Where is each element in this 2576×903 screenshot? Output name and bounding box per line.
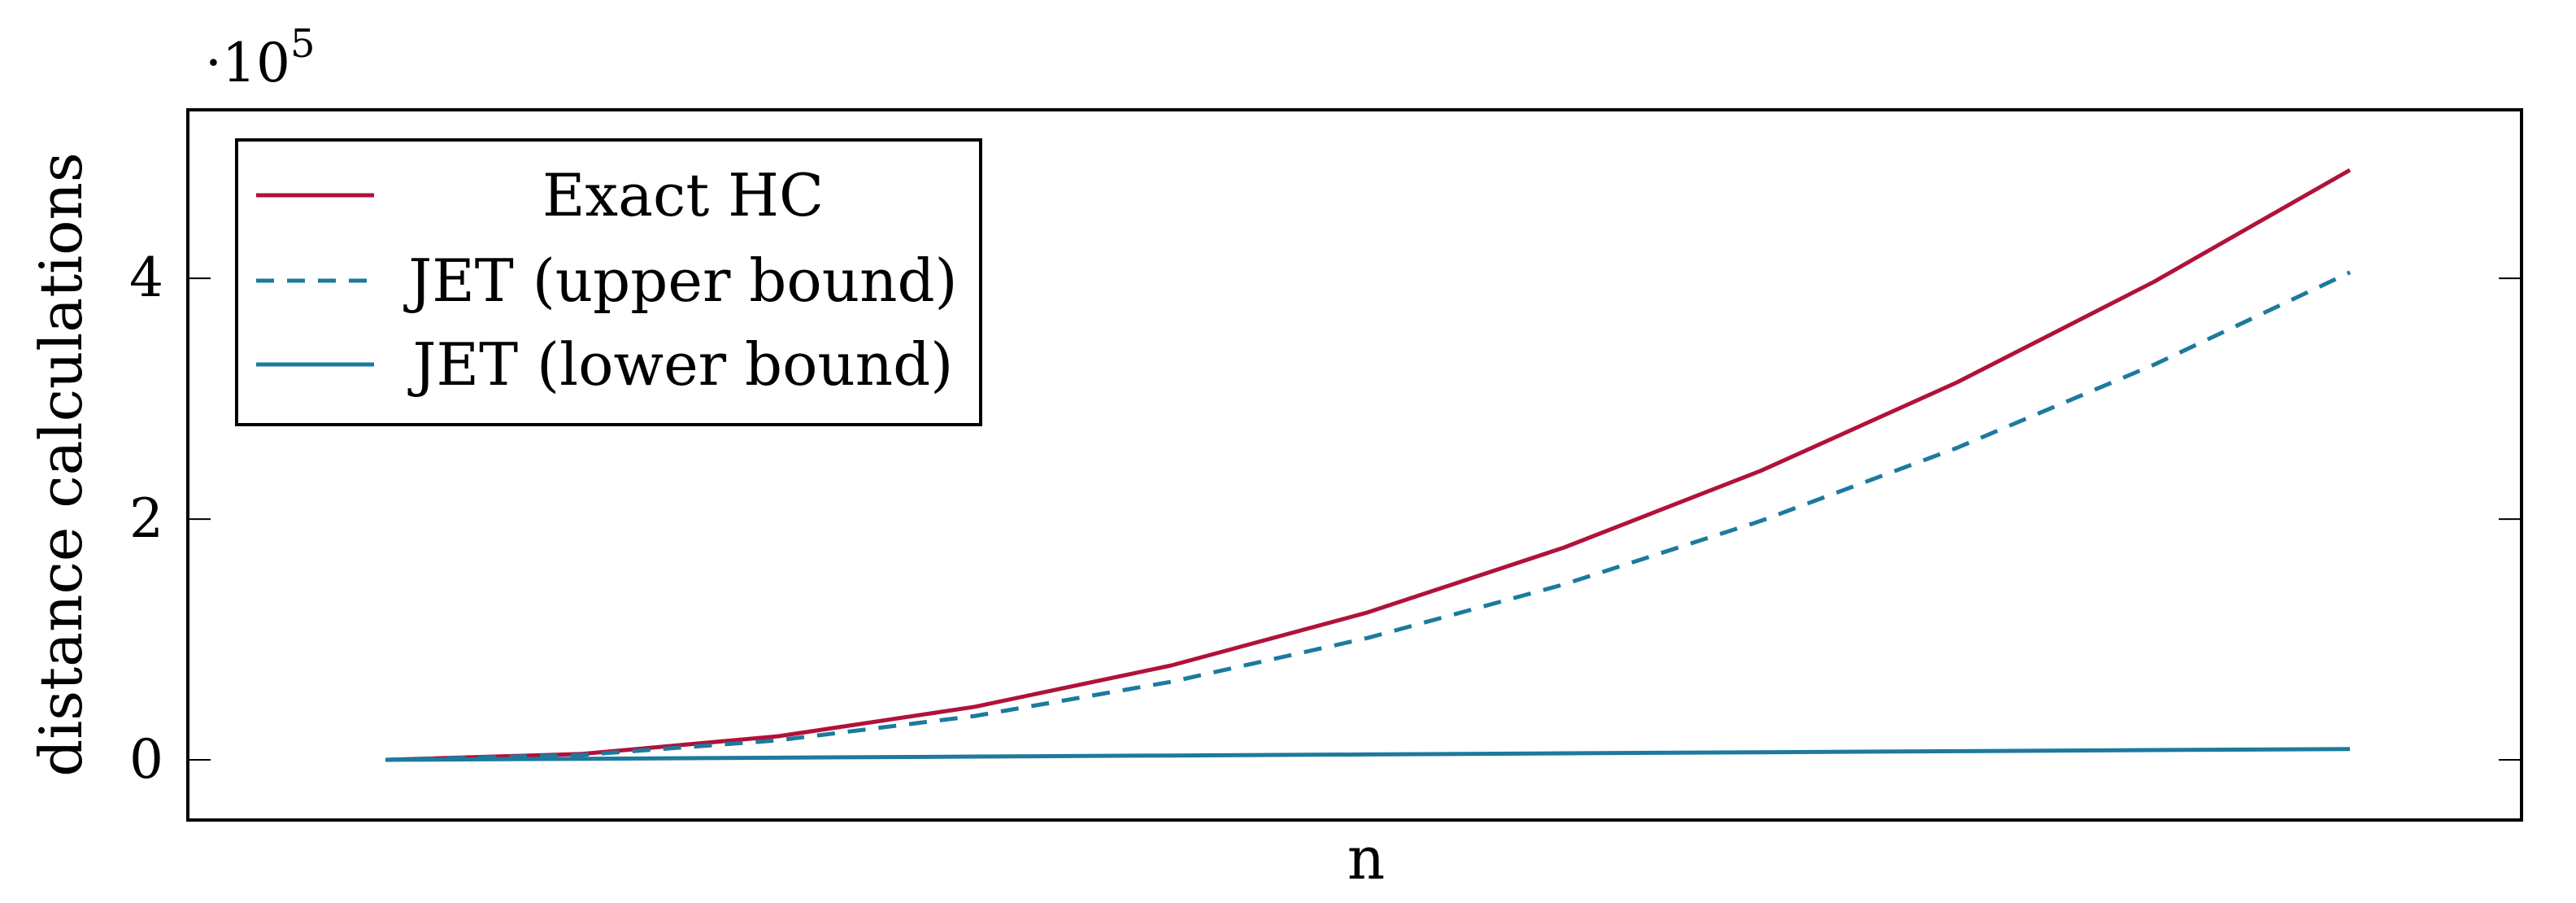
series-line-1 [385, 168, 2352, 762]
legend: Exact HC JET (upper bound) JET (lower boun… [235, 138, 982, 426]
legend-label: JET (upper bound) [402, 246, 957, 315]
y-tick-labels: 0 2 4 [129, 246, 163, 791]
legend-items: Exact HC JET (upper bound) JET (lower boun… [256, 161, 958, 399]
y-scale-factor: ·105 [205, 21, 315, 94]
x-axis-label: n [1347, 824, 1385, 892]
plot-frame [186, 108, 2523, 822]
y-ticks [188, 277, 2522, 761]
legend-label: JET (lower bound) [407, 330, 954, 399]
y-tick-label: 2 [129, 487, 163, 550]
y-tick-label: 4 [129, 246, 163, 309]
series-line-3 [385, 747, 2351, 762]
series-lines [385, 168, 2352, 762]
legend-label: Exact HC [542, 161, 824, 229]
y-tick-label: 0 [129, 728, 163, 791]
series-line-2 [385, 270, 2352, 762]
legend-box [235, 138, 982, 426]
y-axis-label: distance calculations [27, 152, 95, 777]
